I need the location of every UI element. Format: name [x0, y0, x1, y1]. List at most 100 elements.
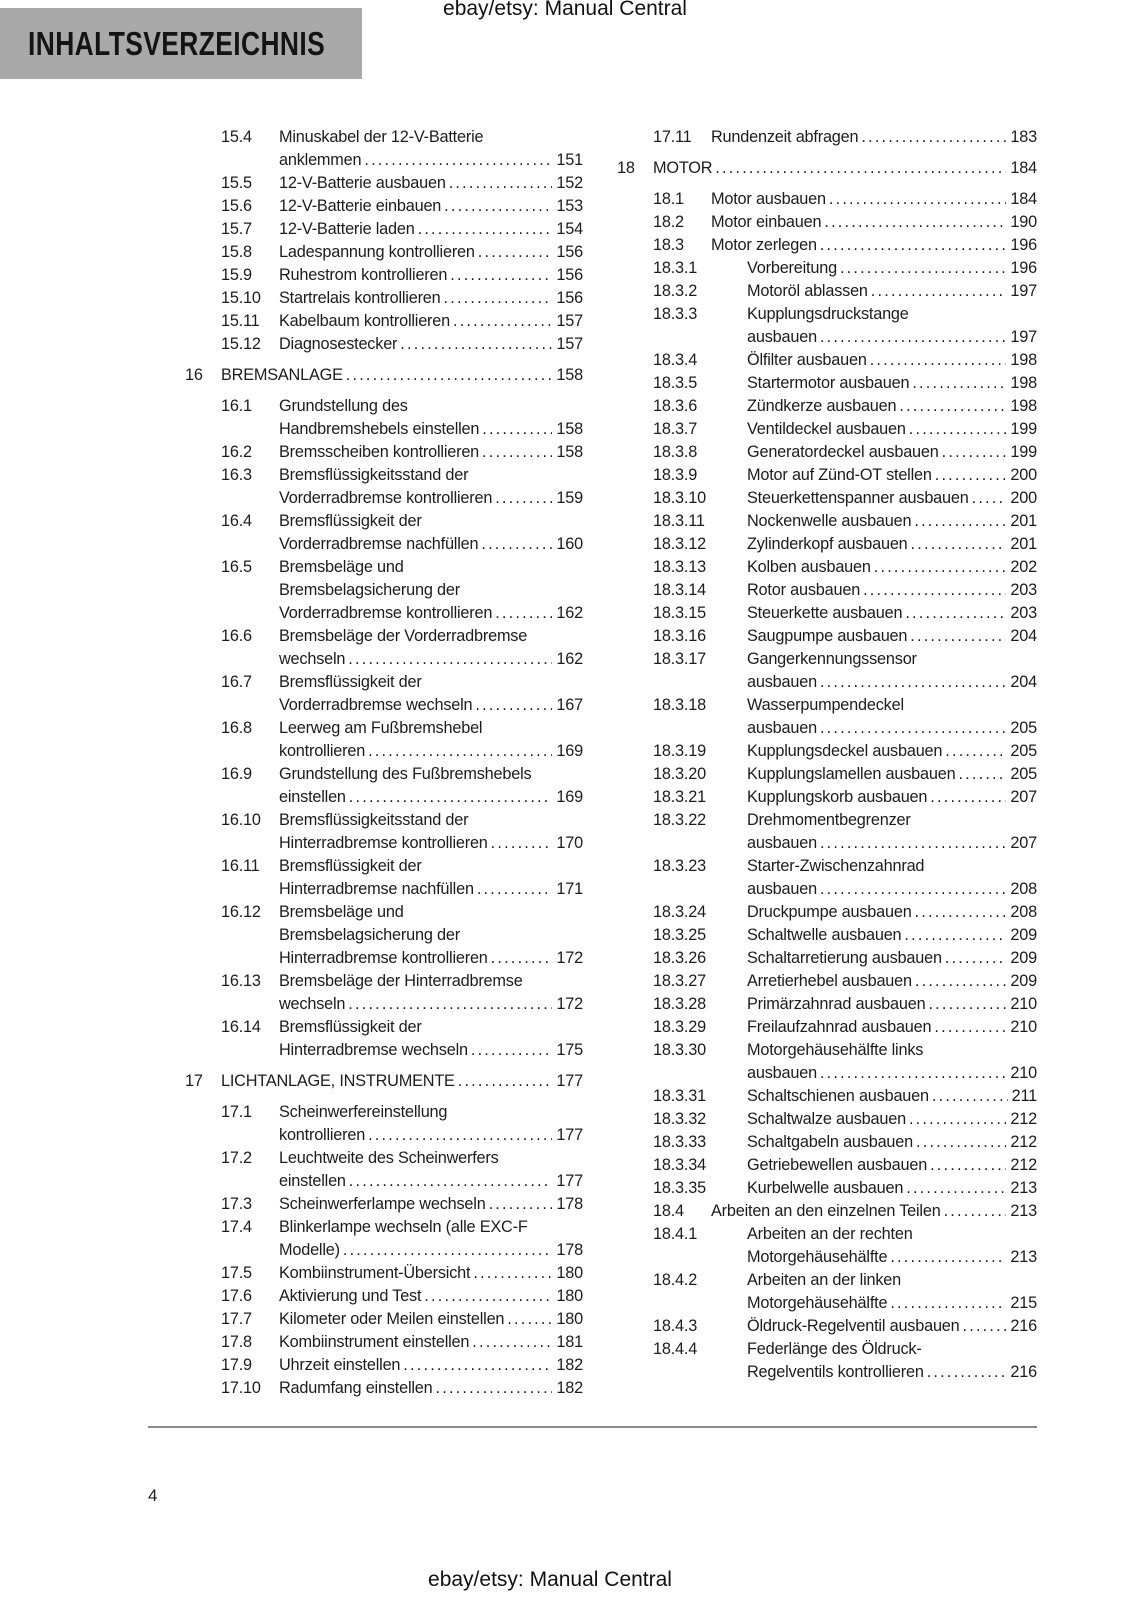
toc-entry-page: 167 — [556, 696, 583, 714]
toc-entry-line: Hinterradbremse kontrollieren 172 — [279, 947, 583, 970]
toc-entry-title: Leerweg am Fußbremshebel — [279, 719, 483, 737]
toc-entry-line: Startermotor ausbauen 198 — [747, 372, 1037, 395]
toc-entry-body: Arbeiten an der linken Motorgehäusehälfte… — [747, 1269, 1037, 1315]
toc-entry: 17.8 Kombiinstrument einstellen 181 — [221, 1331, 583, 1354]
dot-leader — [715, 157, 1006, 180]
toc-entry-page: 203 — [1010, 604, 1037, 622]
toc-entry-number: 18.3.22 — [653, 811, 706, 829]
toc-entry-page: 200 — [1010, 489, 1037, 507]
toc-entry-number: 17.10 — [221, 1379, 261, 1397]
toc-entry-page: 207 — [1010, 834, 1037, 852]
toc-entry: 18.3.19 Kupplungsdeckel ausbauen 205 — [653, 740, 1037, 763]
toc-entry: 16.12 Bremsbeläge und Bremsbelagsicherung … — [221, 901, 583, 970]
toc-entry-body: Starter-Zwischenzahnrad ausbauen 208 — [747, 855, 1037, 901]
toc-entry: 17.4 Blinkerlampe wechseln (alle EXC-F Mod… — [221, 1216, 583, 1262]
toc-entry-title: Motor einbauen — [711, 213, 822, 231]
toc-entry-line: Rundenzeit abfragen 183 — [711, 126, 1037, 149]
toc-entry-line: Bremsbelagsicherung der — [279, 924, 583, 947]
toc-entry-title: 12-V-Batterie laden — [279, 220, 415, 238]
toc-entry-page: 180 — [556, 1287, 583, 1305]
toc-entry-title: Scheinwerfereinstellung — [279, 1103, 448, 1121]
toc-entry: 18.3.4 Ölfilter ausbauen 198 — [653, 349, 1037, 372]
toc-entry-page: 216 — [1010, 1317, 1037, 1335]
toc-entry: 18.3.23 Starter-Zwischenzahnrad ausbauen 20… — [653, 855, 1037, 901]
toc-entry: 18.3.10 Steuerkettenspanner ausbauen 200 — [653, 487, 1037, 510]
dot-leader — [930, 786, 1006, 809]
toc-entry-line: Saugpumpe ausbauen 204 — [747, 625, 1037, 648]
dot-leader — [916, 1131, 1006, 1154]
toc-entry-title: Kabelbaum kontrollieren — [279, 312, 450, 330]
dot-leader — [436, 1377, 553, 1400]
toc-entry-number: 18.3.9 — [653, 466, 698, 484]
toc-entry: 18.4 Arbeiten an den einzelnen Teilen 213 — [653, 1200, 1037, 1223]
toc-entry-number: 18.3.23 — [653, 857, 706, 875]
toc-entry-number: 16.1 — [221, 397, 252, 415]
toc-entry-title: ausbauen — [747, 719, 817, 737]
dot-leader — [400, 333, 552, 356]
toc-entry-title: Bremsbelagsicherung der — [279, 581, 460, 599]
dot-leader — [909, 1108, 1006, 1131]
toc-entry: 18.3.31 Schaltschienen ausbauen 211 — [653, 1085, 1037, 1108]
toc-entry: 18.3.18 Wasserpumpendeckel ausbauen 205 — [653, 694, 1037, 740]
dot-leader — [944, 1200, 1007, 1223]
dot-leader — [346, 364, 553, 387]
toc-entry-page: 199 — [1010, 420, 1037, 438]
toc-entry: 17.6 Aktivierung und Test 180 — [221, 1285, 583, 1308]
toc-entry: 15.12 Diagnosestecker 157 — [221, 333, 583, 356]
toc-entry-page: 171 — [556, 880, 583, 898]
toc-entry: 16.5 Bremsbeläge und Bremsbelagsicherung d… — [221, 556, 583, 625]
toc-entry-line: Grundstellung des — [279, 395, 583, 418]
dot-leader — [935, 464, 1007, 487]
toc-entry-page: 208 — [1010, 903, 1037, 921]
toc-entry-title: Schaltwelle ausbauen — [747, 926, 902, 944]
toc-entry-body: Freilaufzahnrad ausbauen 210 — [747, 1016, 1037, 1039]
toc-entry: 16.9 Grundstellung des Fußbremshebels eins… — [221, 763, 583, 809]
toc-entry-page: 205 — [1010, 765, 1037, 783]
toc-entry-title: Diagnosestecker — [279, 335, 398, 353]
toc-entry-number: 18.4.1 — [653, 1225, 698, 1243]
toc-entry-body: Schaltarretierung ausbauen 209 — [747, 947, 1037, 970]
toc-entry-number: 17.5 — [221, 1264, 252, 1282]
toc-entry-title: Arretierhebel ausbauen — [747, 972, 912, 990]
toc-entry-line: Startrelais kontrollieren 156 — [279, 287, 583, 310]
toc-entry-number: 18.3.30 — [653, 1041, 706, 1059]
toc-entry-title: Handbremshebels einstellen — [279, 420, 480, 438]
toc-entry-line: Schaltgabeln ausbauen 212 — [747, 1131, 1037, 1154]
toc-entry-line: Bremsbelagsicherung der — [279, 579, 583, 602]
toc-entry: 18.3.26 Schaltarretierung ausbauen 209 — [653, 947, 1037, 970]
dot-leader — [905, 602, 1006, 625]
toc-entry-line: Bremsflüssigkeit der — [279, 671, 583, 694]
toc-entry-number: 18.3.13 — [653, 558, 706, 576]
toc-entry-line: Gangerkennungssensor — [747, 648, 1037, 671]
toc-entry-body: Wasserpumpendeckel ausbauen 205 — [747, 694, 1037, 740]
toc-entry: 15.9 Ruhestrom kontrollieren 156 — [221, 264, 583, 287]
toc-entry: 17.9 Uhrzeit einstellen 182 — [221, 1354, 583, 1377]
toc-entry-body: Ventildeckel ausbauen 199 — [747, 418, 1037, 441]
toc-entry-title: wechseln — [279, 995, 346, 1013]
toc-entry-body: Kombiinstrument-Übersicht 180 — [279, 1262, 583, 1285]
toc-entry-page: 209 — [1010, 972, 1037, 990]
toc-entry-line: Wasserpumpendeckel — [747, 694, 1037, 717]
toc-entry: 17.1 Scheinwerfereinstellung kontrollieren… — [221, 1101, 583, 1147]
toc-entry-line: Ladespannung kontrollieren 156 — [279, 241, 583, 264]
dot-leader — [914, 510, 1006, 533]
toc-entry-line: Kupplungsdruckstange — [747, 303, 1037, 326]
toc-entry-number: 18.3.27 — [653, 972, 706, 990]
dot-leader — [482, 441, 552, 464]
toc-entry-page: 156 — [556, 266, 583, 284]
toc-entry-body: Kurbelwelle ausbauen 213 — [747, 1177, 1037, 1200]
toc-entry-body: Scheinwerfereinstellung kontrollieren 177 — [279, 1101, 583, 1147]
toc-entry-title: Bremsbelagsicherung der — [279, 926, 460, 944]
toc-entry-title: Minuskabel der 12-V-Batterie — [279, 128, 484, 146]
dot-leader — [870, 349, 1007, 372]
toc-entry-line: Nockenwelle ausbauen 201 — [747, 510, 1037, 533]
toc-entry-title: Wasserpumpendeckel — [747, 696, 904, 714]
toc-entry-line: Motor zerlegen 196 — [711, 234, 1037, 257]
toc-entry-line: Bremsscheiben kontrollieren 158 — [279, 441, 583, 464]
toc-entry-title: Vorderradbremse kontrollieren — [279, 604, 493, 622]
toc-entry: 18.3.1 Vorbereitung 196 — [653, 257, 1037, 280]
toc-entry: 18.3.17 Gangerkennungssensor ausbauen 204 — [653, 648, 1037, 694]
toc-entry-number: 18.3.12 — [653, 535, 706, 553]
toc-entry-number: 18.3.8 — [653, 443, 698, 461]
toc-entry-line: Ölfilter ausbauen 198 — [747, 349, 1037, 372]
